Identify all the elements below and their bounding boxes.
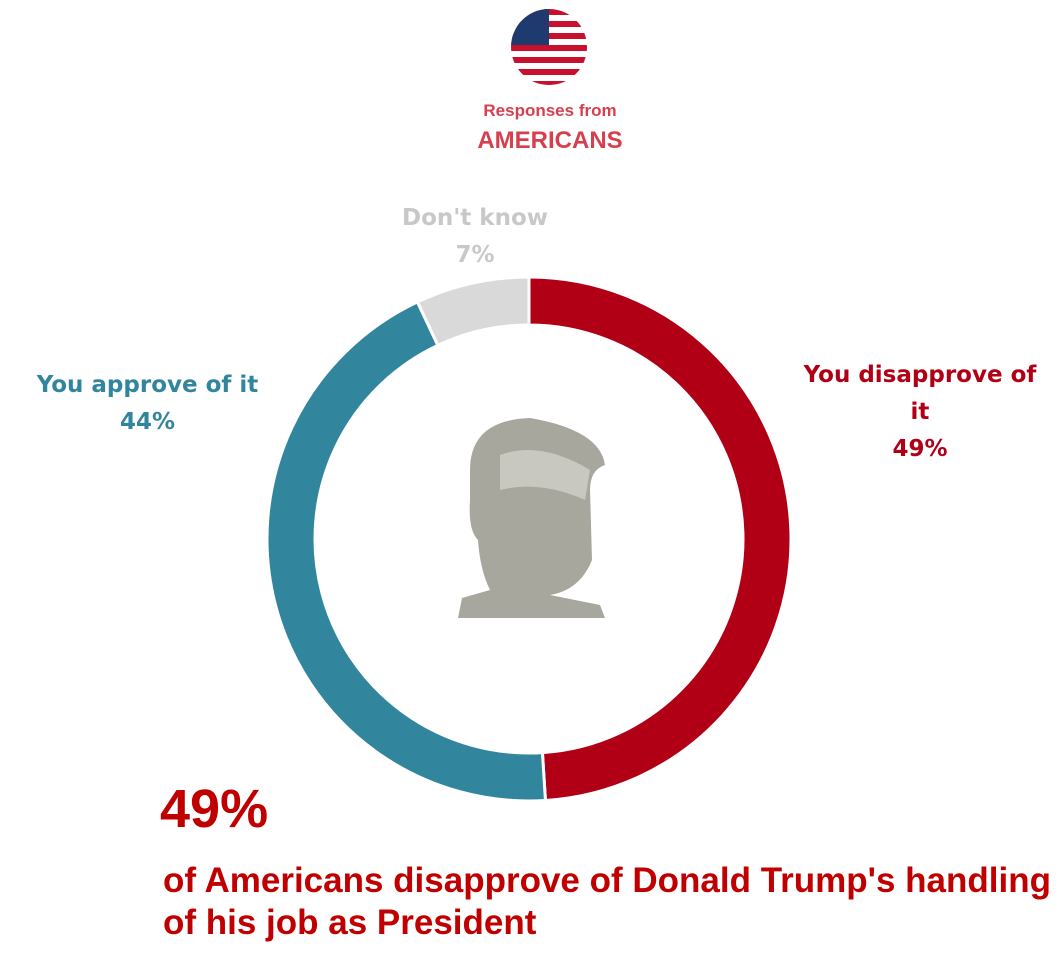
- donut-slice: [415, 275, 531, 348]
- category-label: You disapprove of it: [803, 362, 1037, 425]
- slice-label: You disapprove of it 49%: [800, 357, 1040, 468]
- slice-label: You approve of it 44%: [0, 367, 295, 441]
- donut-slice: [265, 299, 548, 803]
- slice-label: Don't know 7%: [360, 200, 590, 274]
- portrait-icon: [458, 418, 605, 618]
- category-label: You approve of it: [36, 372, 259, 398]
- flag-icon: [511, 9, 587, 85]
- headline-text: of Americans disapprove of Donald Trump'…: [163, 861, 1051, 942]
- value-label: 7%: [455, 242, 495, 268]
- value-label: 49%: [892, 436, 948, 462]
- title: AMERICANS: [477, 127, 623, 154]
- subtitle: Responses from: [483, 101, 617, 120]
- donut-slice: [527, 275, 793, 803]
- headline-value: 49%: [160, 779, 269, 839]
- value-label: 44%: [119, 409, 176, 435]
- category-label: Don't know: [401, 205, 549, 231]
